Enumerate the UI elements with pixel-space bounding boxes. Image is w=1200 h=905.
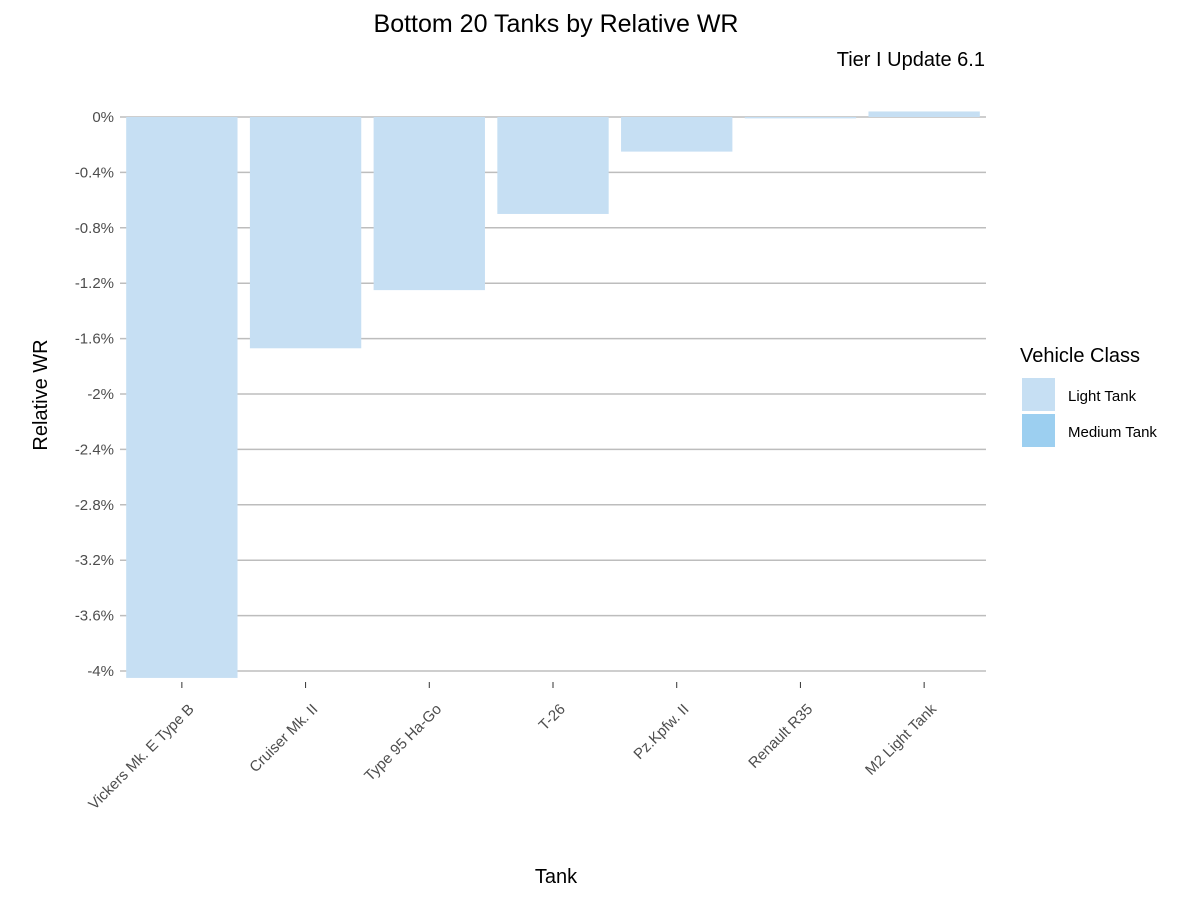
y-tick-label: -4% [87, 663, 114, 680]
y-axis-title: Relative WR [30, 339, 52, 450]
y-tick-label: -2.4% [75, 441, 114, 458]
legend-label: Light Tank [1068, 388, 1137, 405]
bar [126, 117, 238, 678]
y-tick-label: -3.6% [75, 608, 114, 625]
y-tick-label: -0.4% [75, 164, 114, 181]
legend-label: Medium Tank [1068, 424, 1157, 441]
bar [621, 117, 733, 152]
x-tick-label: M2 Light Tank [862, 700, 940, 778]
x-tick-label: T-26 [536, 701, 569, 734]
y-tick-label: -0.8% [75, 220, 114, 237]
bars [126, 111, 980, 678]
x-tick-label: Pz.Kpfw. II [630, 701, 692, 763]
y-tick-label: -2% [87, 386, 114, 403]
x-tick-label: Type 95 Ha-Go [361, 701, 445, 785]
y-tick-label: 0% [92, 109, 114, 126]
x-tick-label: Renault R35 [745, 701, 816, 772]
legend-entries: Light Tank Medium Tank [1022, 378, 1157, 447]
legend-title: Vehicle Class [1020, 345, 1140, 367]
y-tick-label: -3.2% [75, 552, 114, 569]
y-axis-ticks: 0% -0.4% -0.8% -1.2% -1.6% -2% -2.4% -2.8% -3.2%… [75, 109, 114, 680]
legend-swatch [1022, 414, 1055, 447]
legend-swatch [1022, 378, 1055, 411]
y-tick-label: -2.8% [75, 497, 114, 514]
y-tick-label: -1.2% [75, 275, 114, 292]
y-tick-label: -1.6% [75, 331, 114, 348]
x-axis-ticks: Vickers Mk. E Type B Cruiser Mk. II Type 9… [85, 682, 940, 813]
bar [497, 117, 609, 214]
x-axis-title: Tank [535, 866, 578, 888]
chart-title: Bottom 20 Tanks by Relative WR [374, 10, 739, 38]
legend: Vehicle Class Light Tank Medium Tank [1020, 345, 1157, 447]
bar [868, 111, 980, 117]
x-tick-label: Cruiser Mk. II [246, 701, 321, 776]
bar [744, 117, 857, 119]
x-tick-label: Vickers Mk. E Type B [85, 701, 197, 813]
chart-subtitle: Tier I Update 6.1 [837, 49, 985, 71]
bar [373, 117, 485, 291]
bar [249, 117, 362, 349]
